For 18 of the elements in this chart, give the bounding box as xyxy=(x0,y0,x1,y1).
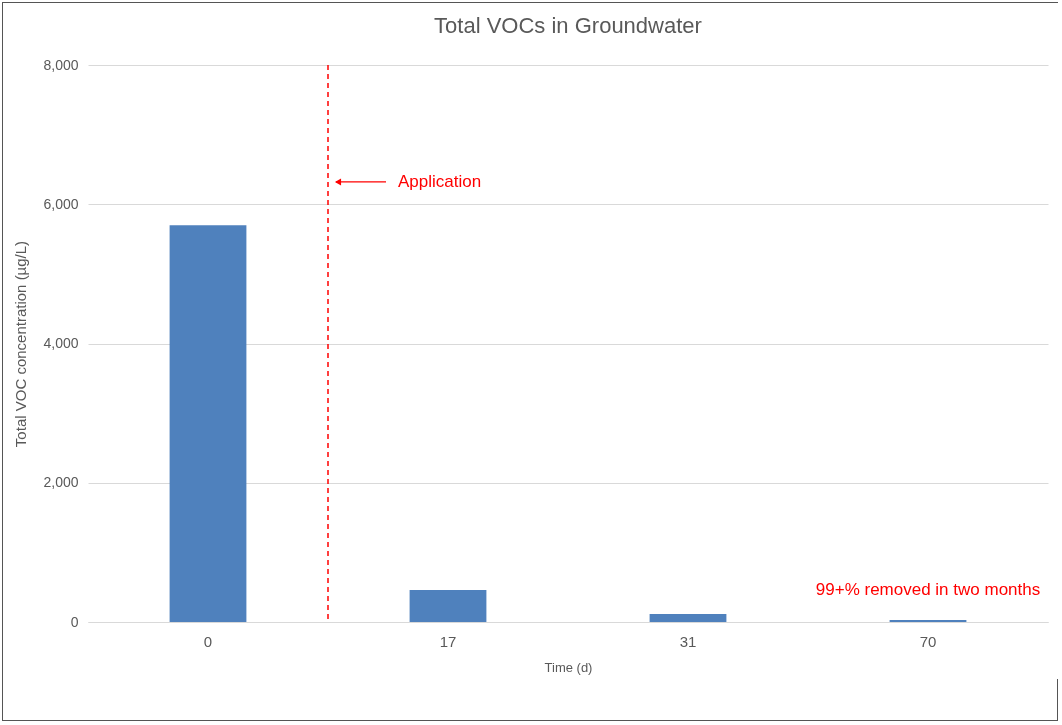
y-tick-label: 0 xyxy=(70,613,79,630)
bar xyxy=(649,613,727,622)
x-tick-label: 31 xyxy=(679,632,697,650)
chart-title: Total VOCs in Groundwater xyxy=(434,13,702,38)
ref-line-label: Application xyxy=(398,171,482,191)
bar xyxy=(889,619,967,622)
y-axis-title: Total VOC concentration (µg/L) xyxy=(12,240,30,448)
x-tick-label: 70 xyxy=(919,632,937,650)
x-tick-label: 0 xyxy=(203,632,213,650)
x-axis-title: Time (d) xyxy=(544,659,593,675)
bar xyxy=(169,225,247,622)
y-tick-label: 2,000 xyxy=(43,474,79,491)
y-tick-label: 8,000 xyxy=(43,56,79,73)
bar xyxy=(409,589,487,622)
x-tick-label: 17 xyxy=(439,632,457,650)
y-tick-label: 4,000 xyxy=(43,335,79,351)
annotation: 99+% removed in two months xyxy=(815,579,1041,599)
y-tick-label: 6,000 xyxy=(43,195,79,212)
